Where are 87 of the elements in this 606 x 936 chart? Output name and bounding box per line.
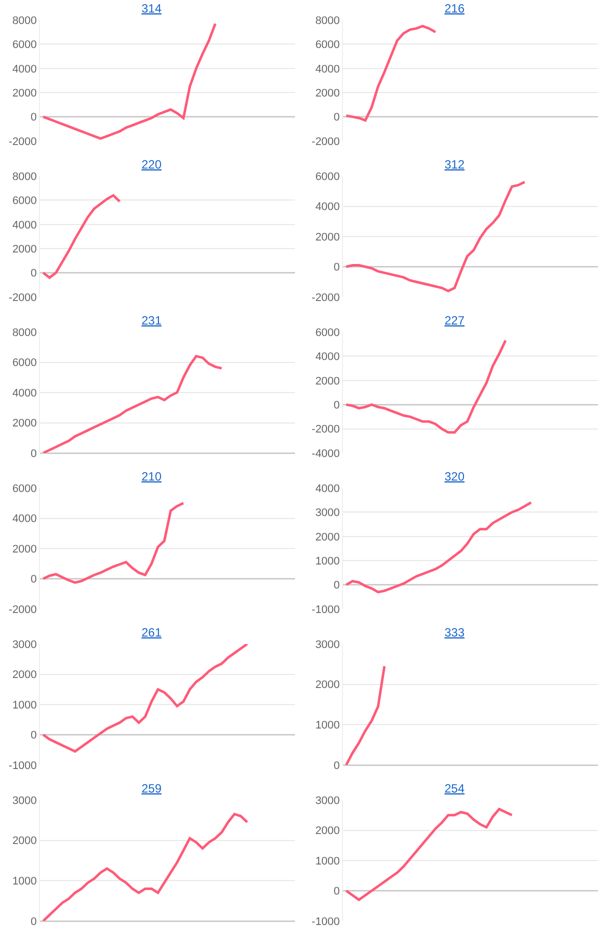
y-tick-label: 0 <box>30 730 37 742</box>
y-tick-label: 6000 <box>315 170 340 183</box>
chart-title: 220 <box>141 157 162 172</box>
y-tick-label: 1000 <box>12 699 37 712</box>
y-tick-label: 8000 <box>315 14 340 27</box>
y-tick-label: 0 <box>334 399 340 412</box>
y-tick-label: 3000 <box>12 794 37 807</box>
line-series <box>344 339 507 434</box>
y-tick-label: 2000 <box>12 835 37 848</box>
y-tick-label: 6000 <box>12 195 37 208</box>
y-tick-label: 2000 <box>12 87 37 100</box>
line-series <box>344 808 514 902</box>
chart-title: 259 <box>141 781 162 796</box>
y-tick-label: 0 <box>334 760 340 772</box>
y-tick-label: 1000 <box>315 555 340 568</box>
line-series <box>344 501 532 594</box>
y-tick-label: 0 <box>30 916 37 928</box>
y-tick-label: 2000 <box>315 679 340 692</box>
y-tick-label: 2000 <box>315 825 340 838</box>
y-tick-label: 2000 <box>12 669 37 682</box>
y-tick-label: 6000 <box>315 39 340 52</box>
y-tick-label: 6000 <box>12 482 37 495</box>
y-tick-label: 2000 <box>12 243 37 256</box>
y-tick-label: 2000 <box>315 87 340 100</box>
y-tick-label: 3000 <box>315 507 340 520</box>
line-series <box>344 664 386 765</box>
y-tick-label: -2000 <box>8 136 37 148</box>
y-tick-label: 2000 <box>315 231 340 244</box>
y-tick-label: -2000 <box>312 292 340 304</box>
y-tick-label: 6000 <box>12 357 37 370</box>
chart-title: 231 <box>141 313 162 328</box>
y-tick-label: 4000 <box>12 63 37 76</box>
y-tick-label: 4000 <box>315 201 340 214</box>
y-tick-label: -1000 <box>312 604 340 616</box>
y-tick-label: -2000 <box>312 136 340 148</box>
y-tick-label: 0 <box>334 112 340 124</box>
y-tick-label: 2000 <box>315 531 340 544</box>
y-tick-label: 6000 <box>315 326 340 339</box>
y-tick-label: 4000 <box>315 482 340 495</box>
line-series <box>344 24 437 122</box>
chart-title: 261 <box>141 625 162 640</box>
chart-title: 254 <box>444 781 465 796</box>
chart-title: 320 <box>444 469 465 484</box>
y-tick-label: 0 <box>30 268 37 280</box>
line-series <box>344 180 526 292</box>
y-tick-label: 4000 <box>12 513 37 526</box>
y-tick-label: 1000 <box>315 720 340 732</box>
y-tick-label: 0 <box>30 448 37 460</box>
y-tick-label: 6000 <box>12 39 37 52</box>
line-series <box>42 502 185 584</box>
y-tick-label: -1000 <box>8 760 37 772</box>
y-tick-label: 0 <box>334 262 340 274</box>
y-tick-label: 3000 <box>315 638 340 651</box>
y-tick-label: 4000 <box>12 387 37 400</box>
y-tick-label: 2000 <box>12 543 37 556</box>
y-tick-label: 2000 <box>315 375 340 388</box>
chart-title: 227 <box>444 313 465 328</box>
y-tick-label: 1000 <box>315 855 340 868</box>
y-tick-label: 8000 <box>12 170 37 183</box>
y-tick-label: 4000 <box>315 351 340 364</box>
y-tick-label: 3000 <box>315 794 340 807</box>
y-tick-label: -4000 <box>312 448 340 460</box>
y-tick-label: 3000 <box>12 638 37 651</box>
line-series <box>42 194 121 279</box>
y-tick-label: 0 <box>334 580 340 592</box>
y-tick-label: -2000 <box>8 292 37 304</box>
line-series <box>42 644 248 753</box>
line-series <box>42 812 248 921</box>
y-tick-label: 1000 <box>12 876 37 888</box>
y-tick-label: 8000 <box>12 14 37 27</box>
chart-title: 314 <box>141 1 162 16</box>
chart-title: 312 <box>444 157 465 172</box>
y-tick-label: 8000 <box>12 326 37 339</box>
y-tick-label: 4000 <box>12 219 37 232</box>
y-tick-label: 0 <box>30 574 37 586</box>
y-tick-label: -2000 <box>312 424 340 436</box>
y-tick-label: -2000 <box>8 604 37 616</box>
y-tick-label: 2000 <box>12 418 37 430</box>
y-tick-label: 4000 <box>315 63 340 76</box>
line-series <box>42 22 217 140</box>
chart-title: 333 <box>444 625 465 640</box>
line-series <box>42 354 223 453</box>
chart-title: 216 <box>444 1 465 16</box>
y-tick-label: 0 <box>334 886 340 898</box>
y-tick-label: 0 <box>30 112 37 124</box>
chart-title: 210 <box>141 469 162 484</box>
y-tick-label: -1000 <box>312 916 340 928</box>
